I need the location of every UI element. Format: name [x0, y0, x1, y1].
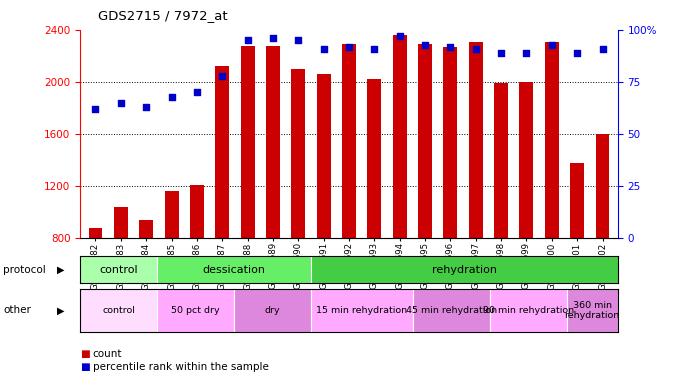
- Text: ▶: ▶: [57, 265, 65, 274]
- Bar: [595, 134, 609, 238]
- Bar: [291, 69, 305, 238]
- Point: [572, 50, 583, 56]
- Text: ▶: ▶: [57, 305, 65, 315]
- Text: count: count: [93, 350, 122, 359]
- Bar: [317, 74, 331, 238]
- Bar: [157, 256, 311, 283]
- Bar: [490, 289, 567, 332]
- Text: GDS2715 / 7972_at: GDS2715 / 7972_at: [98, 9, 228, 22]
- Text: ■: ■: [80, 362, 90, 372]
- Bar: [215, 66, 229, 238]
- Point: [597, 46, 608, 52]
- Point: [166, 94, 177, 100]
- Text: protocol: protocol: [3, 265, 46, 274]
- Text: control: control: [102, 306, 135, 315]
- Text: rehydration: rehydration: [431, 265, 497, 274]
- Bar: [165, 191, 179, 238]
- Point: [191, 90, 202, 96]
- Point: [343, 44, 355, 50]
- Bar: [311, 289, 413, 332]
- Text: 360 min
rehydration: 360 min rehydration: [565, 301, 620, 320]
- Point: [369, 46, 380, 52]
- Text: 90 min rehydration: 90 min rehydration: [482, 306, 574, 315]
- Bar: [342, 44, 356, 238]
- Point: [394, 33, 406, 39]
- Bar: [418, 44, 432, 238]
- Text: dessication: dessication: [202, 265, 265, 274]
- Text: control: control: [99, 265, 138, 274]
- Bar: [266, 46, 280, 238]
- Bar: [567, 289, 618, 332]
- Bar: [367, 80, 381, 238]
- Text: 50 pct dry: 50 pct dry: [171, 306, 220, 315]
- Bar: [311, 256, 618, 283]
- Point: [115, 100, 126, 106]
- Point: [216, 73, 228, 79]
- Bar: [570, 163, 584, 238]
- Bar: [393, 35, 407, 238]
- Bar: [494, 83, 508, 238]
- Point: [140, 104, 151, 110]
- Point: [445, 44, 456, 50]
- Text: dry: dry: [265, 306, 280, 315]
- Text: 15 min rehydration: 15 min rehydration: [316, 306, 408, 315]
- Point: [292, 38, 304, 44]
- Point: [90, 106, 101, 112]
- Point: [496, 50, 507, 56]
- Bar: [114, 207, 128, 238]
- Text: percentile rank within the sample: percentile rank within the sample: [93, 362, 269, 372]
- Point: [318, 46, 329, 52]
- Point: [267, 35, 279, 41]
- Bar: [234, 289, 311, 332]
- Bar: [443, 47, 457, 238]
- Bar: [139, 220, 153, 238]
- Bar: [545, 42, 559, 238]
- Bar: [519, 82, 533, 238]
- Bar: [190, 185, 204, 238]
- Bar: [241, 46, 255, 238]
- Text: 45 min rehydration: 45 min rehydration: [406, 306, 497, 315]
- Point: [547, 42, 558, 48]
- Bar: [80, 289, 157, 332]
- Text: ■: ■: [80, 350, 90, 359]
- Point: [521, 50, 532, 56]
- Point: [470, 46, 482, 52]
- Text: other: other: [3, 305, 31, 315]
- Bar: [469, 42, 483, 238]
- Bar: [157, 289, 234, 332]
- Point: [242, 38, 253, 44]
- Point: [419, 42, 431, 48]
- Bar: [80, 256, 157, 283]
- Bar: [413, 289, 490, 332]
- Bar: [89, 228, 103, 238]
